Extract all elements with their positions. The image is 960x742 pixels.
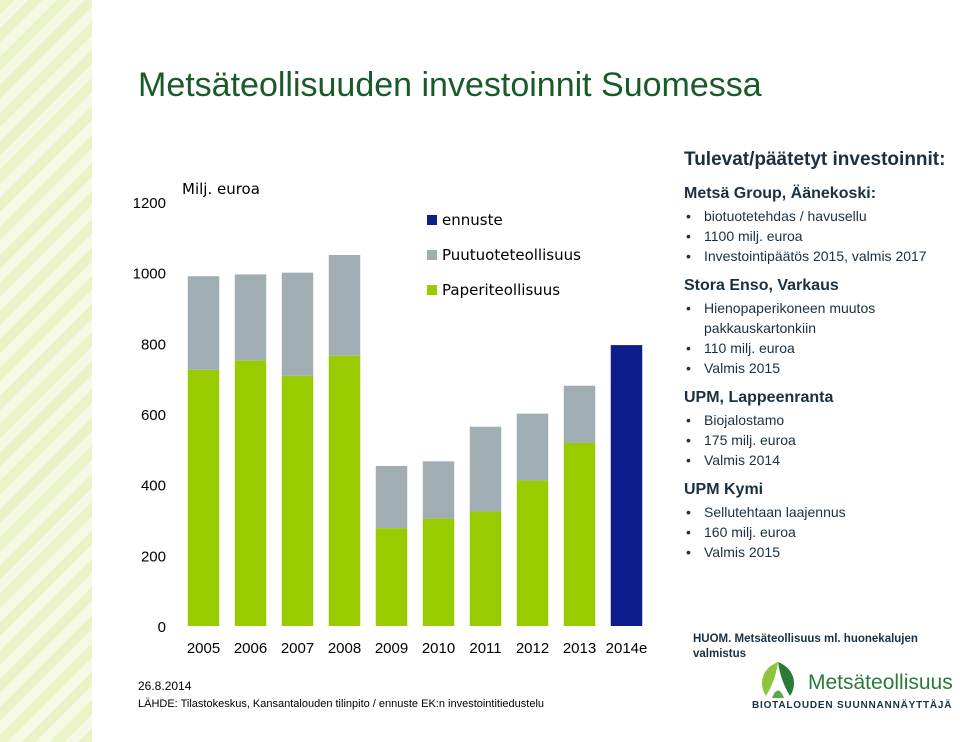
slide-date: 26.8.2014 — [138, 679, 192, 693]
note-text: HUOM. Metsäteollisuus ml. huonekalujen v… — [693, 633, 918, 660]
slide-title: Metsäteollisuuden investoinnit Suomessa — [138, 66, 762, 104]
project-name: UPM, Lappeenranta — [684, 389, 834, 406]
y-tick-label: 800 — [141, 336, 166, 353]
bar-paperiteollisuus — [234, 360, 267, 626]
x-tick-label: 2010 — [422, 640, 455, 657]
bar-paperiteollisuus — [375, 528, 408, 626]
project-block: UPM, Lappeenranta Biojalostamo175 milj. e… — [684, 388, 954, 470]
left-decorative-stripe — [0, 0, 92, 742]
project-name: UPM Kymi — [684, 481, 764, 498]
bar-puutuoteteollisuus — [328, 255, 361, 356]
bar-puutuoteteollisuus — [516, 413, 549, 481]
legend-label: ennuste — [442, 211, 503, 229]
x-tick-label: 2012 — [516, 640, 549, 657]
leaf-logo-icon — [762, 662, 794, 698]
project-bullet: 110 milj. euroa — [684, 338, 954, 358]
project-name: Metsä Group, Äänekoski: — [684, 185, 877, 202]
project-list: Metsä Group, Äänekoski: biotuotetehdas / … — [684, 184, 954, 562]
x-tick-label: 2006 — [234, 640, 267, 657]
legend-label: Paperiteollisuus — [442, 281, 560, 299]
y-tick-label: 1200 — [133, 195, 166, 212]
project-bullet: Valmis 2015 — [684, 542, 954, 562]
bar-ennuste — [610, 345, 643, 626]
logo-subtitle: BIOTALOUDEN SUUNNANNÄYTTÄJÄ — [752, 700, 953, 711]
bar-paperiteollisuus — [516, 480, 549, 626]
x-tick-label: 2014e — [606, 640, 648, 657]
project-block: UPM Kymi Sellutehtaan laajennus160 milj. … — [684, 480, 954, 562]
source-text: LÄHDE: Tilastokeskus, Kansantalouden til… — [138, 698, 545, 710]
project-block: Metsä Group, Äänekoski: biotuotetehdas / … — [684, 184, 954, 266]
y-tick-label: 0 — [158, 619, 166, 636]
project-bullet: Sellutehtaan laajennus — [684, 502, 954, 522]
future-investments-panel: Tulevat/päätetyt investoinnit: Metsä Gro… — [684, 148, 954, 572]
bar-puutuoteteollisuus — [563, 385, 596, 443]
bar-puutuoteteollisuus — [234, 274, 267, 361]
metsateollisuus-logo: Metsäteollisuus BIOTALOUDEN SUUNNANNÄYTT… — [752, 660, 958, 716]
unit-label: Milj. euroa — [182, 180, 260, 198]
project-bullet: 160 milj. euroa — [684, 522, 954, 542]
project-block: Stora Enso, Varkaus Hienopaperikoneen muu… — [684, 276, 954, 378]
project-bullet: Valmis 2014 — [684, 450, 954, 470]
y-tick-label: 400 — [141, 478, 166, 495]
bar-puutuoteteollisuus — [469, 426, 502, 512]
x-tick-label: 2008 — [328, 640, 361, 657]
legend-label: Puutuoteteollisuus — [442, 246, 581, 264]
bar-paperiteollisuus — [187, 369, 220, 626]
legend-swatch — [427, 215, 437, 225]
x-tick-label: 2013 — [563, 640, 596, 657]
bar-puutuoteteollisuus — [375, 465, 408, 529]
future-investments-heading: Tulevat/päätetyt investoinnit: — [684, 149, 946, 170]
project-bullet: 1100 milj. euroa — [684, 226, 954, 246]
bar-paperiteollisuus — [281, 375, 314, 626]
x-tick-label: 2011 — [469, 640, 501, 657]
project-bullet: biotuotetehdas / havusellu — [684, 206, 954, 226]
y-tick-label: 600 — [141, 407, 166, 424]
project-bullet: Biojalostamo — [684, 410, 954, 430]
bar-puutuoteteollisuus — [187, 276, 220, 370]
project-name: Stora Enso, Varkaus — [684, 277, 839, 294]
project-bullet: Investointipäätös 2015, valmis 2017 — [684, 246, 954, 266]
y-tick-label: 1000 — [133, 266, 166, 283]
project-bullet: Valmis 2015 — [684, 358, 954, 378]
x-tick-label: 2005 — [187, 640, 220, 657]
logo-name: Metsäteollisuus — [808, 671, 953, 694]
bar-paperiteollisuus — [563, 442, 596, 626]
y-tick-label: 200 — [141, 548, 166, 565]
project-bullet: Hienopaperikoneen muutos pakkauskartonki… — [684, 298, 954, 338]
legend-swatch — [427, 250, 437, 260]
bar-paperiteollisuus — [328, 355, 361, 626]
x-tick-label: 2007 — [281, 640, 314, 657]
bar-paperiteollisuus — [469, 511, 502, 626]
x-tick-label: 2009 — [375, 640, 408, 657]
bar-puutuoteteollisuus — [422, 461, 455, 519]
bar-paperiteollisuus — [422, 518, 455, 626]
bar-puutuoteteollisuus — [281, 272, 314, 376]
investment-bar-chart: 0 200 400 600 800 1000 1200 Milj. euroa 2005 2006… — [133, 180, 648, 657]
project-bullet: 175 milj. euroa — [684, 430, 954, 450]
legend-swatch — [427, 285, 437, 295]
